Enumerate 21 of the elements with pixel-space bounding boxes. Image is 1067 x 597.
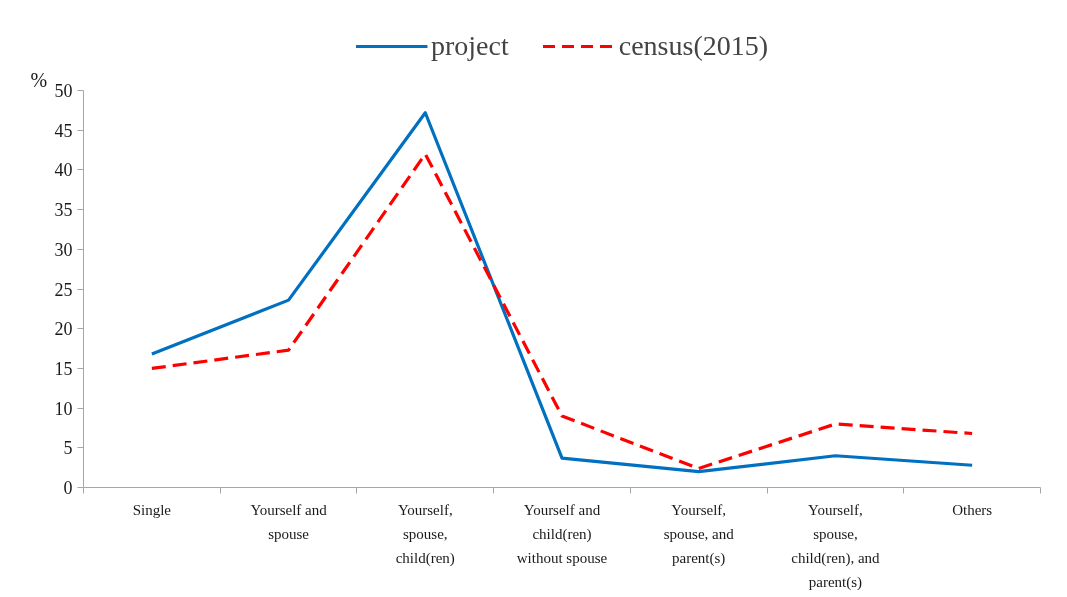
x-tick-label: Others xyxy=(952,501,993,518)
y-tick-label: 10 xyxy=(54,398,73,419)
x-tick-label: Yourself, spouse, and parent(s) xyxy=(663,501,735,567)
y-tick-label: 45 xyxy=(54,120,73,141)
legend-label: census(2015) xyxy=(618,30,769,62)
y-tick-label: 0 xyxy=(63,478,73,498)
y-axis-title: % xyxy=(30,68,48,91)
y-tick-label: 25 xyxy=(54,279,73,300)
y-tick-label: 5 xyxy=(63,438,73,459)
y-tick-label: 40 xyxy=(54,160,73,181)
legend-label: project xyxy=(430,30,509,62)
x-tick-label: Yourself and child(ren) without spouse xyxy=(516,501,608,566)
x-tick-label: Single xyxy=(132,501,172,518)
x-tick-label: Yourself, spouse, child(ren) xyxy=(395,501,455,567)
y-tick-label: 15 xyxy=(54,358,73,379)
y-tick-label: 35 xyxy=(54,200,73,221)
x-tick-label: Yourself and spouse xyxy=(250,501,328,542)
y-tick-label: 20 xyxy=(54,319,73,340)
x-tick-label: Yourself, spouse, child(ren), and parent(s) xyxy=(791,501,881,591)
y-tick-label: 50 xyxy=(54,81,73,101)
y-tick-label: 30 xyxy=(54,239,73,260)
